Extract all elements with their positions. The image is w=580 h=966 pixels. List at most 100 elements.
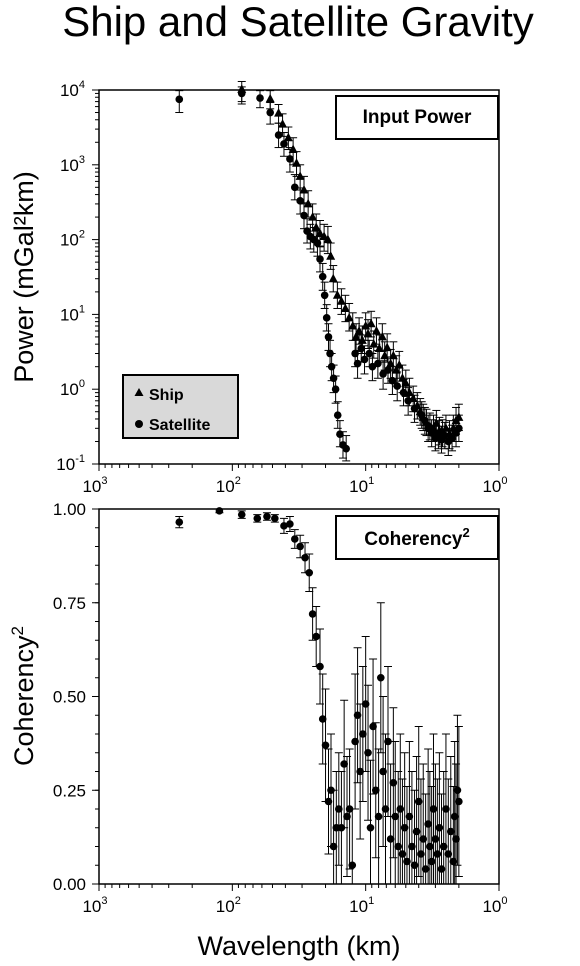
coherency-point bbox=[386, 835, 395, 843]
coherency-point bbox=[424, 820, 432, 828]
y-tick-base: 10 bbox=[60, 81, 79, 100]
satellite-point bbox=[266, 108, 274, 117]
coherency-point bbox=[353, 711, 362, 720]
x-tick-label: 101 bbox=[349, 475, 374, 496]
y-tick-base: 10 bbox=[60, 231, 79, 250]
y-tick-label: 10-1 bbox=[56, 453, 85, 474]
ship-point bbox=[366, 318, 376, 328]
coherency-point bbox=[312, 632, 320, 641]
coherency-point bbox=[237, 510, 246, 519]
y-tick-label: 100 bbox=[60, 378, 85, 399]
satellite-point bbox=[388, 376, 397, 385]
coherency-point bbox=[316, 662, 324, 671]
coherency-point bbox=[433, 850, 442, 858]
coherency-point bbox=[427, 857, 436, 866]
x-tick-base: 10 bbox=[82, 477, 101, 496]
x-axis-label: Wavelength (km) bbox=[197, 931, 400, 961]
power-marks bbox=[175, 80, 464, 462]
satellite-point bbox=[291, 183, 299, 192]
coherency-point bbox=[335, 805, 343, 813]
x-tick-label: 101 bbox=[349, 895, 374, 916]
power-y-axis-label: Power (mGal²km) bbox=[9, 171, 39, 383]
x-tick-base: 10 bbox=[82, 897, 101, 916]
coherency-point bbox=[449, 857, 458, 866]
satellite-point bbox=[331, 385, 340, 394]
x-tick-base: 10 bbox=[482, 897, 501, 916]
coherency-point bbox=[444, 850, 453, 858]
ship-point bbox=[336, 296, 346, 305]
satellite-point bbox=[286, 155, 294, 163]
coherency-y-ticks: 0.00 0.25 0.50 0.75 1.00 bbox=[53, 500, 99, 894]
coherency-point bbox=[446, 827, 455, 836]
ship-point bbox=[363, 328, 373, 338]
coherency-point bbox=[280, 522, 288, 530]
satellite-point bbox=[320, 291, 329, 300]
satellite-point bbox=[357, 344, 366, 353]
satellite-point bbox=[434, 430, 443, 439]
coherency-point bbox=[452, 835, 460, 843]
legend-box bbox=[122, 374, 239, 439]
ship-point bbox=[354, 325, 364, 335]
satellite-point bbox=[410, 404, 419, 413]
coherency-panel: 0.000.250.500.751.00 103 102 101 100 Cohere… bbox=[8, 500, 508, 961]
satellite-point bbox=[256, 94, 264, 102]
y-tick-base: 10 bbox=[56, 455, 75, 474]
legend-ship-marker bbox=[134, 388, 144, 396]
coherency-y-axis-label-sup: 2 bbox=[8, 626, 27, 635]
coherency-x-ticks: 103 102 101 100 bbox=[82, 884, 508, 916]
x-tick-label: 102 bbox=[216, 895, 241, 916]
coherency-point bbox=[391, 812, 400, 821]
satellite-point bbox=[336, 430, 344, 439]
coherency-point bbox=[394, 842, 403, 851]
x-tick-base: 10 bbox=[482, 477, 501, 496]
power-x-ticks: 103 102 101 100 bbox=[82, 464, 508, 496]
satellite-point bbox=[300, 211, 308, 220]
y-tick-label: 0.25 bbox=[53, 781, 86, 800]
coherency-point bbox=[175, 518, 184, 526]
ship-point bbox=[377, 331, 387, 341]
coherency-point bbox=[366, 823, 375, 832]
panel-label-sup: 2 bbox=[462, 525, 469, 540]
coherency-point bbox=[253, 514, 262, 523]
panel-label-main: Coherency bbox=[364, 529, 463, 550]
ship-point bbox=[369, 339, 379, 348]
coherency-point bbox=[405, 812, 414, 821]
coherency-point bbox=[426, 842, 434, 851]
ship-point bbox=[348, 320, 358, 330]
ship-point bbox=[288, 144, 298, 154]
y-tick-label: 103 bbox=[60, 154, 85, 175]
coherency-point bbox=[403, 857, 411, 866]
coherency-point bbox=[318, 715, 327, 723]
ship-point bbox=[303, 198, 313, 208]
satellite-point bbox=[393, 382, 402, 390]
ship-point bbox=[328, 273, 338, 283]
satellite-point bbox=[324, 333, 333, 341]
satellite-point bbox=[353, 359, 362, 368]
coherency-point bbox=[324, 797, 333, 806]
coherency-point bbox=[408, 842, 416, 851]
legend-satellite-label: Satellite bbox=[149, 417, 210, 434]
satellite-point bbox=[384, 366, 392, 374]
coherency-point bbox=[377, 673, 385, 682]
legend-ship-label: Ship bbox=[149, 387, 184, 404]
figure-title: Ship and Satellite Gravity bbox=[62, 0, 534, 45]
satellite-point bbox=[440, 431, 449, 440]
panel-label-input-power: Input Power bbox=[335, 95, 499, 140]
satellite-point bbox=[427, 429, 436, 437]
coherency-point bbox=[429, 805, 438, 813]
x-tick-exp: 3 bbox=[101, 895, 107, 907]
coherency-point bbox=[455, 797, 463, 806]
x-tick-base: 10 bbox=[216, 897, 235, 916]
coherency-point bbox=[215, 507, 224, 515]
ship-point bbox=[394, 360, 404, 369]
coherency-point bbox=[348, 861, 357, 870]
coherency-point bbox=[364, 748, 372, 757]
coherency-point bbox=[384, 737, 392, 746]
coherency-point bbox=[389, 778, 398, 787]
x-tick-label: 100 bbox=[482, 895, 507, 916]
ship-point bbox=[351, 331, 361, 341]
x-tick-label: 103 bbox=[82, 475, 107, 496]
y-tick-base: 10 bbox=[60, 380, 79, 399]
panel-label-text: Input Power bbox=[363, 107, 472, 128]
